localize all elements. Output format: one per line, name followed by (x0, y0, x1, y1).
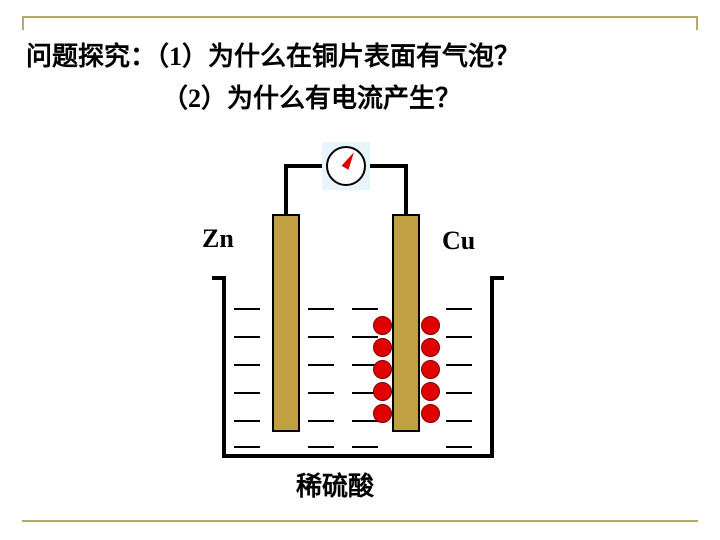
q1-number: （1） (156, 42, 208, 71)
water-line (308, 336, 334, 338)
water-line (234, 446, 260, 448)
water-line (352, 446, 378, 448)
wire-top-left (284, 164, 324, 168)
water-line (446, 446, 472, 448)
q1-text: 为什么在铜片表面有气泡？ (208, 42, 520, 71)
water-line (308, 420, 334, 422)
water-line (446, 308, 472, 310)
water-line (308, 364, 334, 366)
water-line (352, 308, 378, 310)
water-line (446, 336, 472, 338)
wire-top-right (368, 164, 408, 168)
galvanic-cell-diagram: Zn Cu 稀硫酸 (180, 148, 540, 488)
water-line (308, 308, 334, 310)
water-line (308, 392, 334, 394)
frame-top-border (22, 16, 698, 18)
frame-top-left-tick (22, 16, 24, 30)
water-line (352, 336, 378, 338)
water-line (446, 392, 472, 394)
water-line (234, 336, 260, 338)
cu-electrode (392, 214, 420, 432)
water-line (234, 364, 260, 366)
q2-number: （2） (162, 84, 227, 113)
bubble (373, 404, 392, 423)
galvanometer (322, 142, 370, 190)
question-prefix: 问题探究： (26, 42, 156, 71)
bubble (373, 338, 392, 357)
water-line (352, 420, 378, 422)
bubble (421, 382, 440, 401)
wire-cu-vertical (404, 166, 408, 216)
q2-text: 为什么有电流产生？ (227, 84, 461, 113)
water-line (308, 446, 334, 448)
water-line (234, 392, 260, 394)
water-line (234, 308, 260, 310)
frame-bottom-border (22, 520, 698, 522)
zn-label: Zn (202, 224, 234, 254)
water-line (446, 420, 472, 422)
wire-zn-vertical (284, 166, 288, 216)
bubble (421, 316, 440, 335)
bubble (421, 338, 440, 357)
acid-label: 稀硫酸 (296, 466, 374, 503)
beaker (222, 278, 494, 458)
bubble (421, 404, 440, 423)
bubble (373, 382, 392, 401)
water-line (446, 364, 472, 366)
question-line-2: （2）为什么有电流产生？ (162, 78, 520, 120)
cu-label: Cu (442, 226, 475, 256)
question-line-1: 问题探究：（1）为什么在铜片表面有气泡？ (26, 36, 520, 78)
bubble (373, 316, 392, 335)
bubble (421, 360, 440, 379)
bubble (373, 360, 392, 379)
zn-electrode (272, 214, 300, 432)
frame-top-right-tick (696, 16, 698, 30)
question-block: 问题探究：（1）为什么在铜片表面有气泡？ （2）为什么有电流产生？ (26, 36, 520, 119)
water-line (234, 420, 260, 422)
